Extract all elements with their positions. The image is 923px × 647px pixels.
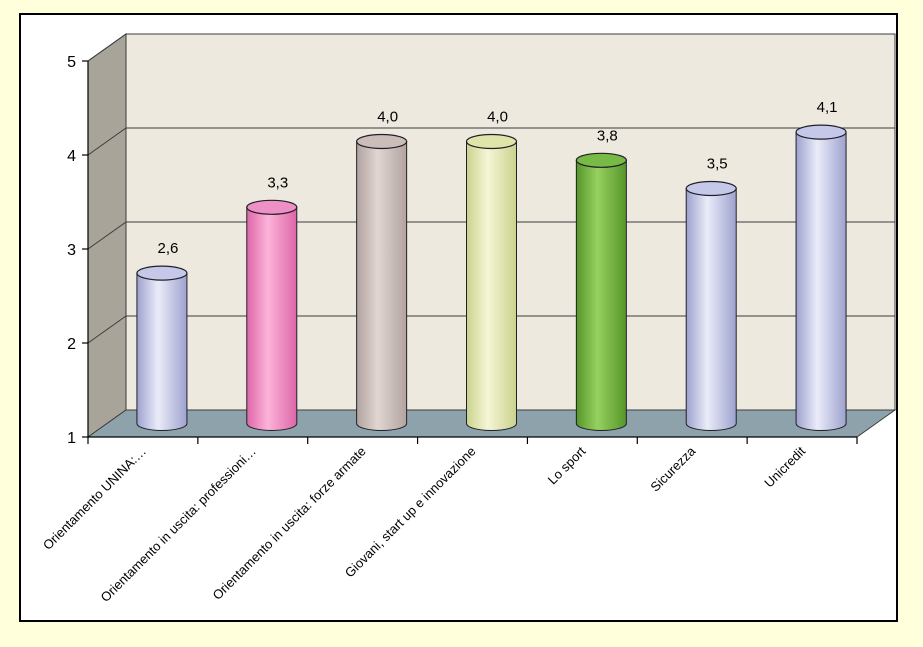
bar-cylinder: 4,0: [465, 109, 518, 431]
bar-cylinder: 3,3: [246, 174, 298, 431]
bar-top-cap: [575, 152, 627, 168]
bar-body: [356, 141, 408, 431]
bar-body: [136, 272, 188, 431]
bar-top-cap: [795, 124, 847, 140]
gridline-side: [87, 127, 127, 156]
y-axis-label: 2: [67, 336, 76, 353]
value-label: 4,1: [817, 99, 838, 116]
bar-body: [246, 206, 298, 431]
bar-cylinder: 4,1: [795, 99, 847, 431]
bar-body: [466, 141, 517, 431]
y-axis-label: 4: [67, 148, 76, 165]
gridline-side: [87, 315, 127, 344]
bar-cylinder: 4,0: [356, 109, 408, 431]
value-label: 4,0: [377, 109, 398, 126]
bar-top-cap: [465, 133, 518, 150]
y-axis-label: 1: [67, 430, 76, 447]
bar-cylinder: 3,8: [575, 127, 627, 431]
bar-cylinder: 3,5: [685, 156, 737, 431]
value-label: 3,5: [707, 156, 728, 173]
bar-top-cap: [136, 265, 188, 281]
y-axis-label: 5: [67, 54, 76, 71]
bar-cylinder: 2,6: [136, 240, 188, 431]
bar-top-cap: [356, 133, 408, 150]
gridline-side: [87, 221, 127, 250]
y-axis-label: 3: [67, 242, 76, 259]
bar-body: [685, 188, 737, 431]
bar-top-cap: [246, 199, 298, 215]
value-label: 4,0: [487, 109, 508, 126]
value-label: 3,8: [597, 127, 618, 144]
bar-body: [795, 131, 847, 431]
value-label: 2,6: [157, 240, 178, 257]
value-label: 3,3: [267, 174, 288, 191]
bar-top-cap: [685, 180, 737, 197]
bar-body: [575, 159, 627, 431]
gridline-side: [87, 33, 127, 62]
